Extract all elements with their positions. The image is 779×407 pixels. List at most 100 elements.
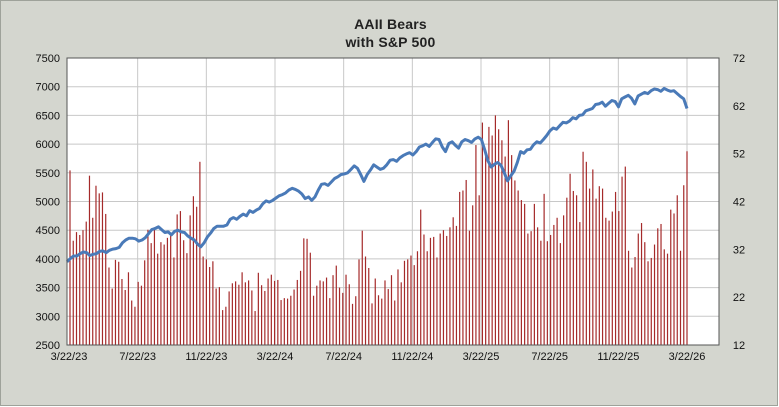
bear-bar bbox=[351, 303, 354, 345]
right-tick-label: 12 bbox=[733, 340, 745, 352]
bear-bar bbox=[92, 217, 94, 345]
bear-bar bbox=[488, 126, 490, 345]
bear-bar bbox=[225, 306, 227, 345]
bear-bar bbox=[559, 243, 561, 345]
bear-bar bbox=[283, 298, 285, 345]
bear-bar bbox=[501, 140, 503, 345]
x-tick-label: 3/22/26 bbox=[669, 351, 706, 363]
bear-bar bbox=[618, 211, 620, 345]
bear-bar bbox=[381, 298, 383, 345]
bear-bar bbox=[150, 243, 152, 345]
bear-bar bbox=[134, 306, 136, 345]
bear-bar bbox=[95, 185, 97, 345]
bear-bar bbox=[88, 175, 91, 345]
bear-bar bbox=[329, 298, 331, 345]
bear-bar bbox=[553, 224, 555, 345]
right-tick-label: 22 bbox=[733, 292, 745, 304]
right-tick-label: 32 bbox=[733, 244, 745, 256]
left-tick-label: 5000 bbox=[36, 197, 60, 209]
bear-bar bbox=[624, 166, 626, 345]
bear-bar bbox=[653, 244, 656, 345]
bear-bar bbox=[543, 193, 545, 345]
bear-bar bbox=[137, 281, 139, 345]
bear-bar bbox=[166, 237, 169, 345]
bear-bar bbox=[449, 227, 451, 345]
bear-bar bbox=[374, 278, 376, 345]
bear-bar bbox=[504, 156, 506, 345]
bear-bar bbox=[644, 242, 646, 345]
x-tick-label: 7/22/25 bbox=[531, 351, 568, 363]
left-tick-label: 2500 bbox=[36, 340, 60, 352]
bear-bar bbox=[592, 169, 594, 345]
bear-bar bbox=[140, 285, 143, 345]
bear-bar bbox=[205, 259, 207, 345]
bear-bar bbox=[260, 285, 263, 345]
bear-bar bbox=[631, 267, 633, 345]
bear-bar bbox=[251, 290, 253, 345]
bear-bar bbox=[621, 176, 623, 345]
bear-bar bbox=[601, 188, 604, 345]
bear-bar bbox=[368, 267, 370, 345]
bear-bar bbox=[212, 261, 214, 345]
bear-bar bbox=[433, 236, 435, 345]
bear-bar bbox=[309, 252, 311, 345]
bear-bar bbox=[296, 279, 298, 345]
x-tick-label: 11/22/24 bbox=[391, 351, 433, 363]
x-tick-label: 7/22/23 bbox=[119, 351, 156, 363]
bear-bar bbox=[605, 217, 607, 345]
bear-bar bbox=[524, 203, 526, 345]
bear-bar bbox=[540, 240, 542, 345]
bear-bar bbox=[364, 256, 367, 345]
bear-bar bbox=[335, 265, 337, 345]
bear-bar bbox=[358, 259, 360, 345]
bear-bar bbox=[676, 195, 678, 345]
bear-bar bbox=[511, 155, 513, 345]
bear-bar bbox=[101, 192, 104, 345]
bear-bar bbox=[637, 233, 639, 345]
bear-bar bbox=[264, 290, 266, 345]
bear-bar bbox=[400, 282, 402, 345]
bear-bar bbox=[507, 120, 509, 345]
bear-bar bbox=[280, 300, 282, 345]
bear-bar bbox=[235, 281, 237, 345]
bear-bar bbox=[657, 228, 659, 345]
bear-bar bbox=[494, 115, 497, 346]
bear-bar bbox=[647, 261, 649, 345]
bear-bar bbox=[202, 256, 204, 345]
left-tick-label: 4500 bbox=[36, 225, 60, 237]
right-tick-label: 72 bbox=[733, 53, 745, 65]
bear-bar bbox=[319, 280, 321, 345]
bear-bar bbox=[459, 191, 461, 345]
bear-bar bbox=[118, 261, 120, 345]
bear-bar bbox=[111, 288, 113, 345]
bear-bar bbox=[215, 288, 217, 345]
bear-bar bbox=[446, 235, 448, 345]
bear-bar bbox=[455, 225, 458, 345]
bear-bar bbox=[413, 265, 415, 345]
bear-bar bbox=[394, 300, 396, 345]
bear-bar bbox=[640, 223, 643, 345]
bear-bar bbox=[627, 250, 630, 345]
bear-bar bbox=[426, 251, 428, 345]
bear-bar bbox=[348, 284, 350, 345]
bear-bar bbox=[550, 234, 552, 345]
bear-bar bbox=[303, 238, 305, 345]
bear-bar bbox=[679, 250, 682, 345]
bear-bar bbox=[686, 151, 688, 345]
bear-bar bbox=[491, 135, 493, 345]
bear-bar bbox=[105, 213, 107, 345]
bear-bar bbox=[72, 240, 74, 345]
bear-bar bbox=[273, 280, 276, 345]
bear-bar bbox=[173, 257, 175, 345]
bear-bar bbox=[299, 270, 302, 345]
bear-bar bbox=[517, 190, 519, 345]
bear-bar bbox=[377, 295, 380, 345]
bear-bar bbox=[575, 195, 578, 345]
bear-bar bbox=[114, 259, 117, 345]
bear-bar bbox=[611, 211, 613, 345]
bear-bar bbox=[416, 251, 419, 345]
bear-bar bbox=[650, 257, 652, 345]
bear-bar bbox=[462, 190, 464, 345]
